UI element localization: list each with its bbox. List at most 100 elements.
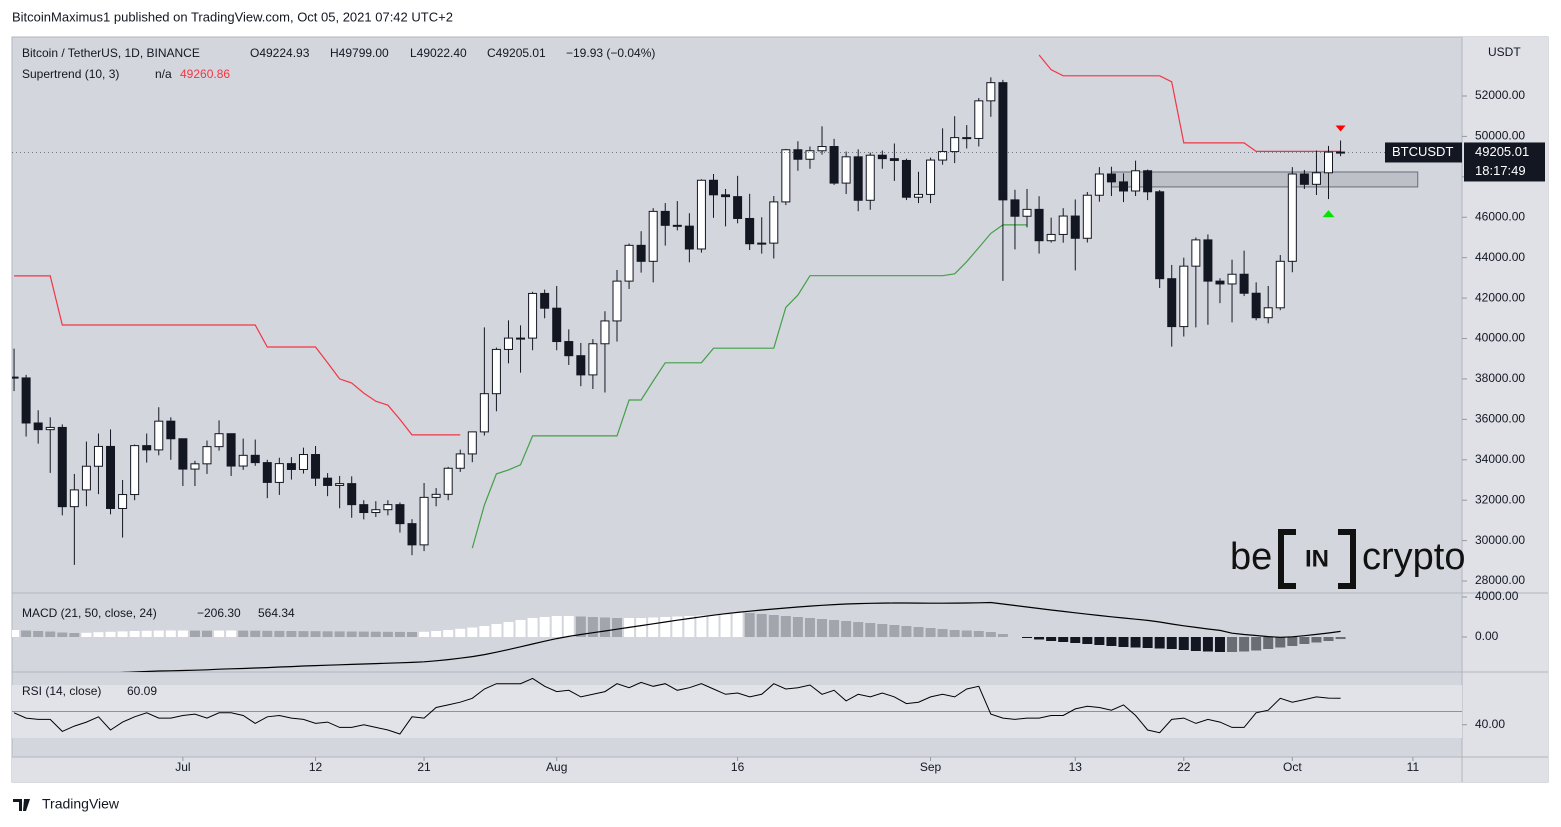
- macd-histogram-bar: [696, 615, 707, 637]
- macd-histogram-bar: [551, 616, 562, 637]
- candle-body: [178, 438, 188, 470]
- indicator-value: 49260.86: [180, 67, 230, 81]
- ohlc-label: H49799.00: [330, 46, 389, 60]
- candle-body: [913, 193, 923, 198]
- candle-body: [262, 462, 272, 483]
- candle-body: [733, 196, 743, 219]
- x-tick-label: Jul: [175, 760, 190, 774]
- y-tick-label: 44000.00: [1475, 250, 1525, 264]
- rsi-line: [13, 677, 1341, 735]
- macd-histogram-bar: [720, 614, 731, 637]
- candle-body: [1275, 260, 1285, 309]
- candle-body: [793, 149, 803, 160]
- candle-body: [1094, 173, 1104, 196]
- candle-body: [1251, 292, 1261, 319]
- indicator-name: MACD (21, 50, close, 24): [22, 606, 157, 620]
- candle-body: [516, 337, 526, 340]
- macd-histogram-bar: [1166, 637, 1177, 649]
- macd-histogram-bar: [587, 617, 598, 637]
- candle-body: [395, 504, 405, 525]
- watermark-text: be: [1230, 536, 1272, 578]
- candle-body: [503, 337, 513, 350]
- indicator-value: 60.09: [127, 684, 157, 698]
- macd-histogram-bar: [708, 615, 719, 637]
- macd-line: [120, 601, 1341, 672]
- candle-body: [335, 483, 345, 486]
- macd-histogram-bar: [877, 624, 888, 637]
- candle-body: [588, 343, 598, 376]
- macd-histogram-bar: [1227, 637, 1238, 652]
- candle-body: [1046, 233, 1056, 242]
- candle-body: [130, 445, 140, 496]
- macd-histogram-bar: [949, 630, 960, 637]
- candle-body: [93, 445, 103, 467]
- macd-histogram-bar: [1034, 637, 1045, 640]
- candle-body: [33, 422, 43, 431]
- macd-histogram-bar: [45, 631, 56, 637]
- macd-histogram-bar: [756, 614, 767, 637]
- macd-histogram-bar: [1154, 637, 1165, 649]
- macd-histogram-bar: [1202, 637, 1213, 652]
- y-tick-label: 50000.00: [1475, 129, 1525, 143]
- supertrend-line: [14, 54, 1341, 436]
- macd-histogram-bar: [419, 631, 430, 637]
- macd-histogram-bar: [382, 631, 393, 637]
- x-tick-label: 12: [309, 760, 323, 774]
- candle-body: [721, 194, 731, 198]
- macd-histogram-bar: [684, 616, 695, 637]
- macd-histogram-bar: [973, 631, 984, 637]
- macd-histogram-bar: [129, 631, 140, 637]
- candle-body: [359, 504, 369, 514]
- candle-body: [648, 210, 658, 262]
- x-tick-label: 22: [1177, 760, 1191, 774]
- macd-histogram-bar: [780, 616, 791, 637]
- macd-histogram-bar: [274, 630, 285, 637]
- y-tick-label: 0.00: [1475, 629, 1499, 643]
- candle-body: [1118, 181, 1128, 192]
- candle-body: [142, 445, 152, 451]
- macd-histogram-bar: [1046, 637, 1057, 641]
- candle-body: [1239, 273, 1249, 294]
- candle-body: [672, 224, 682, 227]
- macd-histogram-bar: [527, 618, 538, 637]
- candle-body: [57, 426, 67, 508]
- signal-arrow: [1322, 210, 1335, 218]
- candle-body: [781, 149, 791, 203]
- x-tick-label: 13: [1069, 760, 1083, 774]
- candle-body: [238, 454, 248, 467]
- candle-body: [1143, 170, 1153, 193]
- candle-body: [1034, 208, 1044, 242]
- macd-histogram-bar: [901, 626, 912, 637]
- candle-body: [1058, 215, 1068, 235]
- candle-body: [805, 150, 815, 160]
- macd-histogram-bar: [1070, 637, 1081, 643]
- macd-histogram-bar: [1311, 637, 1322, 643]
- candle-body: [841, 156, 851, 184]
- candle-body: [1191, 239, 1201, 267]
- macd-histogram-bar: [1118, 637, 1129, 647]
- candle-body: [407, 523, 417, 546]
- candle-body: [1167, 278, 1177, 328]
- macd-histogram-bar: [467, 627, 478, 637]
- candle-body: [576, 355, 586, 376]
- candle-body: [1106, 173, 1116, 183]
- macd-histogram-bar: [407, 632, 418, 637]
- chart-frame: [11, 36, 1549, 783]
- candle-body: [817, 146, 827, 152]
- candle-body: [491, 348, 501, 395]
- candle-body: [624, 244, 634, 282]
- time-axis-bg: [12, 757, 1548, 782]
- indicator-value: −206.30: [197, 606, 241, 620]
- footer: TradingView: [13, 796, 120, 812]
- macd-histogram-bar: [672, 616, 683, 637]
- candle-body: [383, 504, 393, 511]
- macd-histogram-bar: [322, 631, 333, 637]
- candle-body: [1131, 170, 1141, 192]
- candle-body: [202, 446, 212, 465]
- candle-body: [528, 292, 538, 339]
- candle-body: [889, 158, 899, 161]
- macd-histogram-bar: [1251, 637, 1262, 651]
- price-badge: [1464, 142, 1545, 182]
- x-tick-label: 16: [731, 760, 745, 774]
